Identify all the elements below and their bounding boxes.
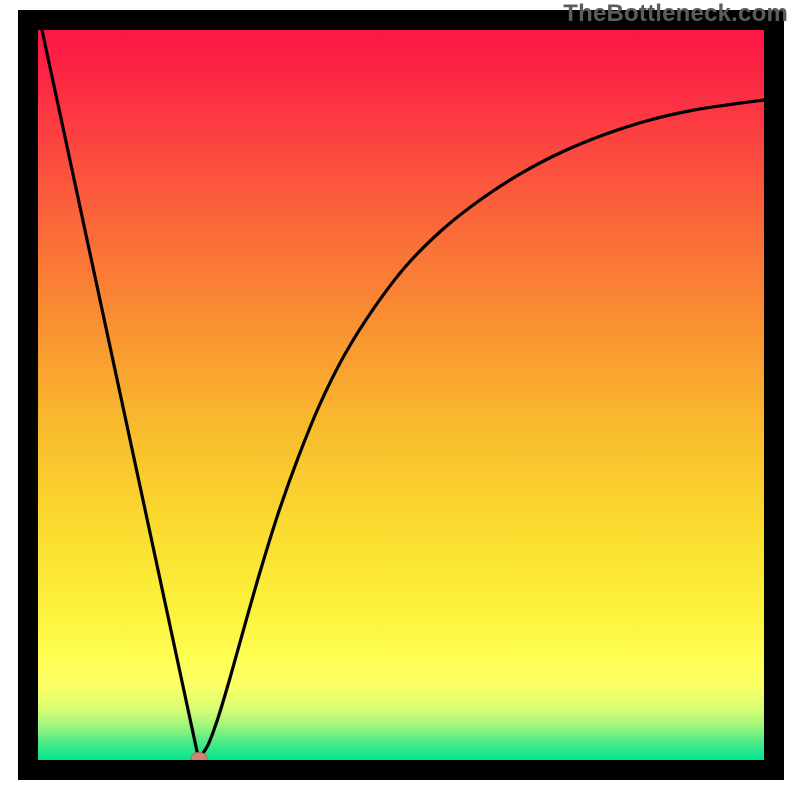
- bottleneck-curve-chart: [0, 0, 800, 800]
- chart-background: [38, 30, 764, 760]
- chart-container: TheBottleneck.com: [0, 0, 800, 800]
- watermark-text: TheBottleneck.com: [563, 0, 788, 28]
